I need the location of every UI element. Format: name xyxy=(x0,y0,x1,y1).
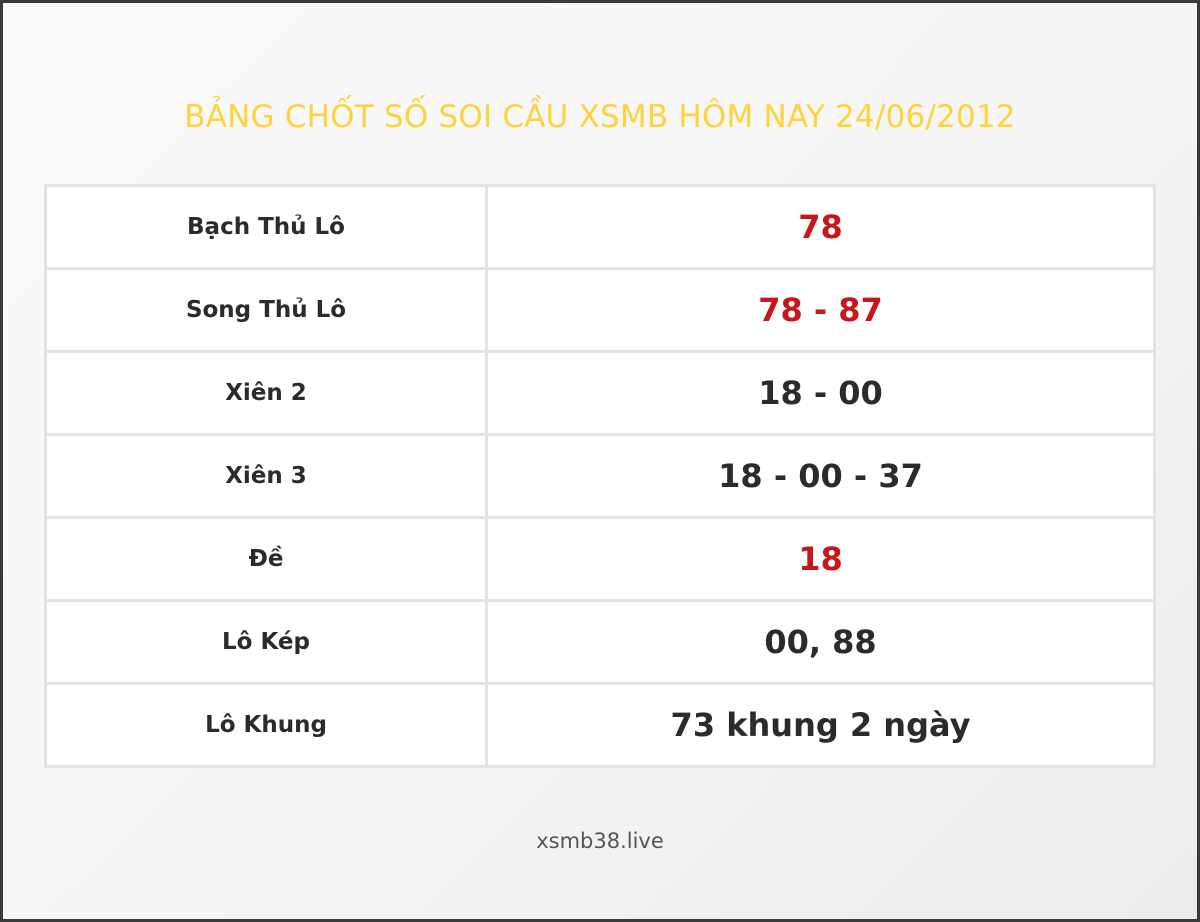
row-value: 18 - 00 - 37 xyxy=(485,433,1156,519)
row-label: Xiên 3 xyxy=(44,433,488,519)
row-value: 18 - 00 xyxy=(485,350,1156,436)
row-label: Đề xyxy=(44,516,488,602)
table-row: Lô Kép 00, 88 xyxy=(44,599,1156,685)
row-label: Xiên 2 xyxy=(44,350,488,436)
row-label: Lô Khung xyxy=(44,682,488,768)
prediction-table: Bạch Thủ Lô 78 Song Thủ Lô 78 - 87 Xiên 2 18 … xyxy=(44,184,1156,768)
row-value: 78 xyxy=(485,184,1156,270)
row-label: Lô Kép xyxy=(44,599,488,685)
site-footer: xsmb38.live xyxy=(536,829,664,853)
row-value: 18 xyxy=(485,516,1156,602)
table-row: Xiên 2 18 - 00 xyxy=(44,350,1156,436)
row-value: 00, 88 xyxy=(485,599,1156,685)
row-label: Song Thủ Lô xyxy=(44,267,488,353)
page-title: BẢNG CHỐT SỐ SOI CẦU XSMB HÔM NAY 24/06/… xyxy=(184,99,1016,135)
table-row: Lô Khung 73 khung 2 ngày xyxy=(44,682,1156,768)
row-value: 78 - 87 xyxy=(485,267,1156,353)
table-row: Bạch Thủ Lô 78 xyxy=(44,184,1156,270)
row-label: Bạch Thủ Lô xyxy=(44,184,488,270)
table-row: Đề 18 xyxy=(44,516,1156,602)
table-row: Xiên 3 18 - 00 - 37 xyxy=(44,433,1156,519)
row-value: 73 khung 2 ngày xyxy=(485,682,1156,768)
table-row: Song Thủ Lô 78 - 87 xyxy=(44,267,1156,353)
